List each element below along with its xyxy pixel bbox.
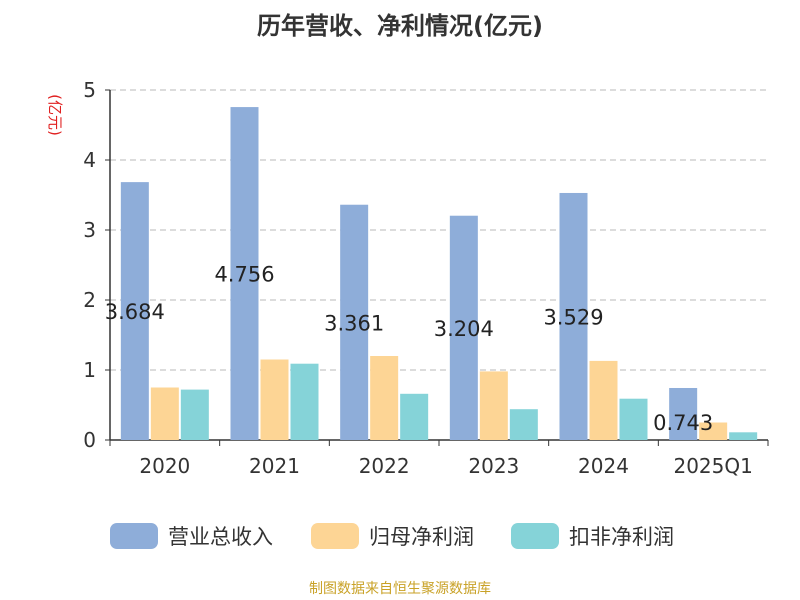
bar-归母净利润 bbox=[260, 359, 289, 440]
x-tick-label: 2024 bbox=[578, 454, 629, 478]
bar-扣非净利润 bbox=[619, 398, 648, 440]
source-note: 制图数据来自恒生聚源数据库 bbox=[309, 581, 491, 597]
legend-swatch bbox=[110, 523, 158, 549]
data-label: 3.684 bbox=[105, 300, 165, 324]
data-label: 3.361 bbox=[324, 311, 384, 335]
legend-label: 扣非净利润 bbox=[569, 525, 674, 549]
x-tick-label: 2020 bbox=[139, 454, 190, 478]
bar-归母净利润 bbox=[699, 422, 728, 440]
bar-归母净利润 bbox=[370, 356, 399, 440]
x-tick-label: 2021 bbox=[249, 454, 300, 478]
data-label: 4.756 bbox=[214, 263, 274, 287]
bar-归母净利润 bbox=[479, 371, 508, 440]
x-tick-label: 2023 bbox=[468, 454, 519, 478]
y-tick-label: 0 bbox=[83, 428, 96, 452]
data-label: 3.204 bbox=[434, 317, 494, 341]
y-axis-label: (亿元) bbox=[46, 94, 64, 136]
x-tick-label: 2022 bbox=[359, 454, 410, 478]
chart-title: 历年营收、净利情况(亿元) bbox=[257, 12, 543, 40]
bar-营业总收入 bbox=[230, 107, 259, 440]
y-tick-label: 3 bbox=[83, 218, 96, 242]
legend-label: 营业总收入 bbox=[168, 525, 273, 549]
bar-归母净利润 bbox=[150, 387, 179, 440]
legend-label: 归母净利润 bbox=[369, 525, 474, 549]
legend-swatch bbox=[311, 523, 359, 549]
x-tick-label: 2025Q1 bbox=[673, 454, 752, 478]
bar-营业总收入 bbox=[669, 387, 698, 440]
bar-营业总收入 bbox=[559, 192, 588, 440]
bar-营业总收入 bbox=[340, 204, 369, 440]
bar-扣非净利润 bbox=[729, 432, 758, 440]
legend-swatch bbox=[511, 523, 559, 549]
bar-归母净利润 bbox=[589, 360, 618, 440]
bar-营业总收入 bbox=[449, 215, 478, 440]
bar-扣非净利润 bbox=[400, 393, 429, 440]
data-label: 0.743 bbox=[653, 411, 713, 435]
y-tick-label: 5 bbox=[83, 78, 96, 102]
bar-营业总收入 bbox=[120, 182, 149, 440]
y-tick-label: 2 bbox=[83, 288, 96, 312]
bar-扣非净利润 bbox=[290, 363, 319, 440]
bar-扣非净利润 bbox=[180, 389, 209, 440]
bar-扣非净利润 bbox=[509, 409, 538, 440]
y-tick-label: 4 bbox=[83, 148, 96, 172]
y-tick-label: 1 bbox=[83, 358, 96, 382]
data-label: 3.529 bbox=[543, 305, 603, 329]
